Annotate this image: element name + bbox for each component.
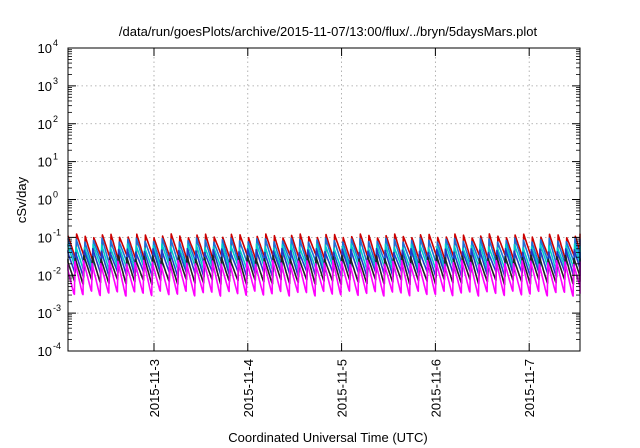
y-tick-label-0: 10 -4 — [38, 341, 61, 359]
y-tick-base: 10 — [38, 155, 52, 170]
series-line-3 — [67, 247, 581, 278]
y-tick-exponent: 3 — [53, 76, 58, 86]
y-tick-exponent: -1 — [53, 227, 61, 237]
y-tick-base: 10 — [38, 344, 52, 359]
y-tick-exponent: 0 — [53, 190, 58, 200]
y-tick-base: 10 — [38, 193, 52, 208]
y-tick-label-5: 10 1 — [38, 152, 58, 170]
y-tick-label-6: 10 2 — [38, 114, 58, 132]
y-tick-base: 10 — [38, 306, 52, 321]
y-tick-exponent: -2 — [53, 265, 61, 275]
y-tick-exponent: 4 — [53, 38, 58, 48]
x-tick-label-1: 2015-11-4 — [241, 359, 256, 417]
x-axis-label: Coordinated Universal Time (UTC) — [228, 430, 427, 445]
x-tick-label-2: 2015-11-5 — [335, 359, 350, 417]
series-line-5 — [67, 259, 581, 297]
y-tick-label-4: 10 0 — [38, 190, 58, 208]
y-tick-base: 10 — [38, 230, 52, 245]
y-tick-base: 10 — [38, 41, 52, 56]
y-axis-label: cSv/day — [14, 176, 29, 223]
chart-title: /data/run/goesPlots/archive/2015-11-07/1… — [119, 24, 538, 39]
y-tick-base: 10 — [38, 79, 52, 94]
y-tick-label-8: 10 4 — [38, 38, 58, 56]
y-tick-exponent: -3 — [53, 303, 61, 313]
y-tick-label-7: 10 3 — [38, 76, 58, 94]
y-tick-exponent: -4 — [53, 341, 61, 351]
y-tick-exponent: 1 — [53, 152, 58, 162]
y-tick-base: 10 — [38, 268, 52, 283]
y-tick-label-3: 10 -1 — [38, 227, 61, 245]
x-axis-ticks: 2015-11-3 2015-11-4 2015-11-5 2015-11-6 2015… — [147, 48, 537, 417]
y-tick-label-2: 10 -2 — [38, 265, 61, 283]
series-layer — [67, 233, 581, 297]
grid — [68, 48, 580, 351]
y-tick-exponent: 2 — [53, 114, 58, 124]
series-line-4 — [67, 254, 581, 286]
x-tick-label-3: 2015-11-6 — [428, 359, 443, 417]
x-tick-label-4: 2015-11-7 — [522, 359, 537, 417]
x-tick-label-0: 2015-11-3 — [147, 359, 162, 417]
y-tick-base: 10 — [38, 117, 52, 132]
y-tick-label-1: 10 -3 — [38, 303, 61, 321]
